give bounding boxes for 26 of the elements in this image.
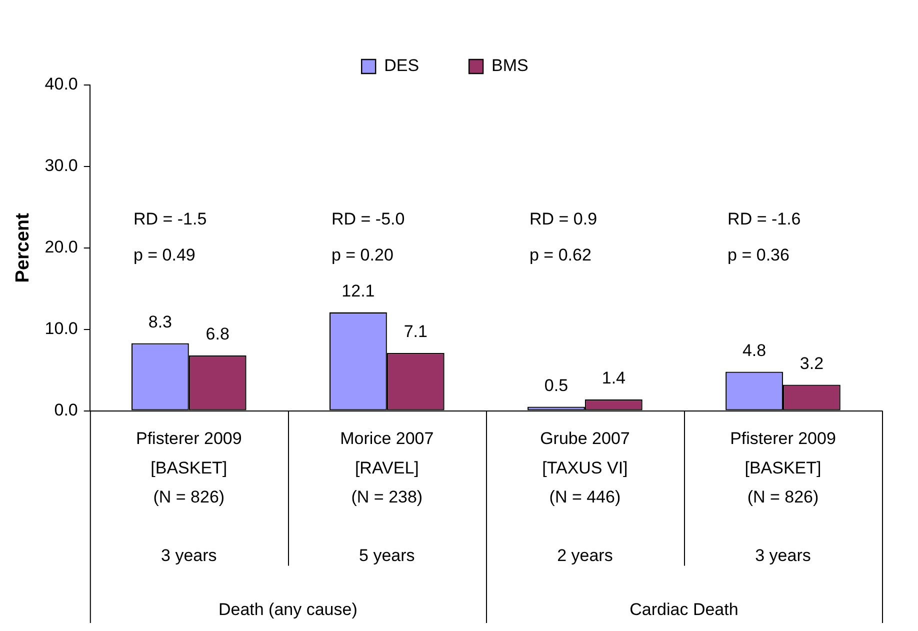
annotation: RD = -1.5 p = 0.49: [133, 209, 207, 264]
category-label: Pfisterer 2009 [BASKET] (N = 826) 3 years: [136, 429, 242, 566]
legend-label: BMS: [492, 56, 528, 76]
category-label: Pfisterer 2009 [BASKET] (N = 826) 3 years: [730, 429, 836, 566]
y-axis-title: Percent: [12, 212, 34, 283]
data-label: 1.4: [602, 368, 626, 388]
data-label: 6.8: [206, 324, 230, 344]
annotation: RD = -5.0 p = 0.20: [331, 209, 405, 264]
y-tick-label: 0.0: [54, 400, 78, 420]
legend-label: DES: [384, 56, 420, 76]
data-label: 8.3: [148, 312, 172, 332]
text: Death (any cause): [218, 600, 358, 620]
y-tick-label: 20.0: [44, 238, 78, 257]
data-label: 3.2: [800, 354, 824, 373]
annotation: RD = 0.9 p = 0.62: [530, 209, 598, 264]
annotation: RD = -1.6 p = 0.36: [728, 209, 801, 264]
text: Cardiac Death: [630, 600, 738, 620]
data-label: 12.1: [342, 281, 375, 300]
y-tick-label: 40.0: [44, 74, 78, 94]
category-label: Grube 2007 [TAXUS VI] (N = 446) 2 years: [540, 429, 630, 566]
data-label: 7.1: [404, 322, 428, 342]
category-label: Morice 2007 [RAVEL] (N = 238) 5 years: [340, 429, 434, 566]
data-label: 0.5: [544, 376, 568, 395]
y-tick-label: 30.0: [44, 156, 78, 176]
data-label: 4.8: [742, 340, 766, 360]
y-tick-label: 10.0: [44, 319, 78, 338]
